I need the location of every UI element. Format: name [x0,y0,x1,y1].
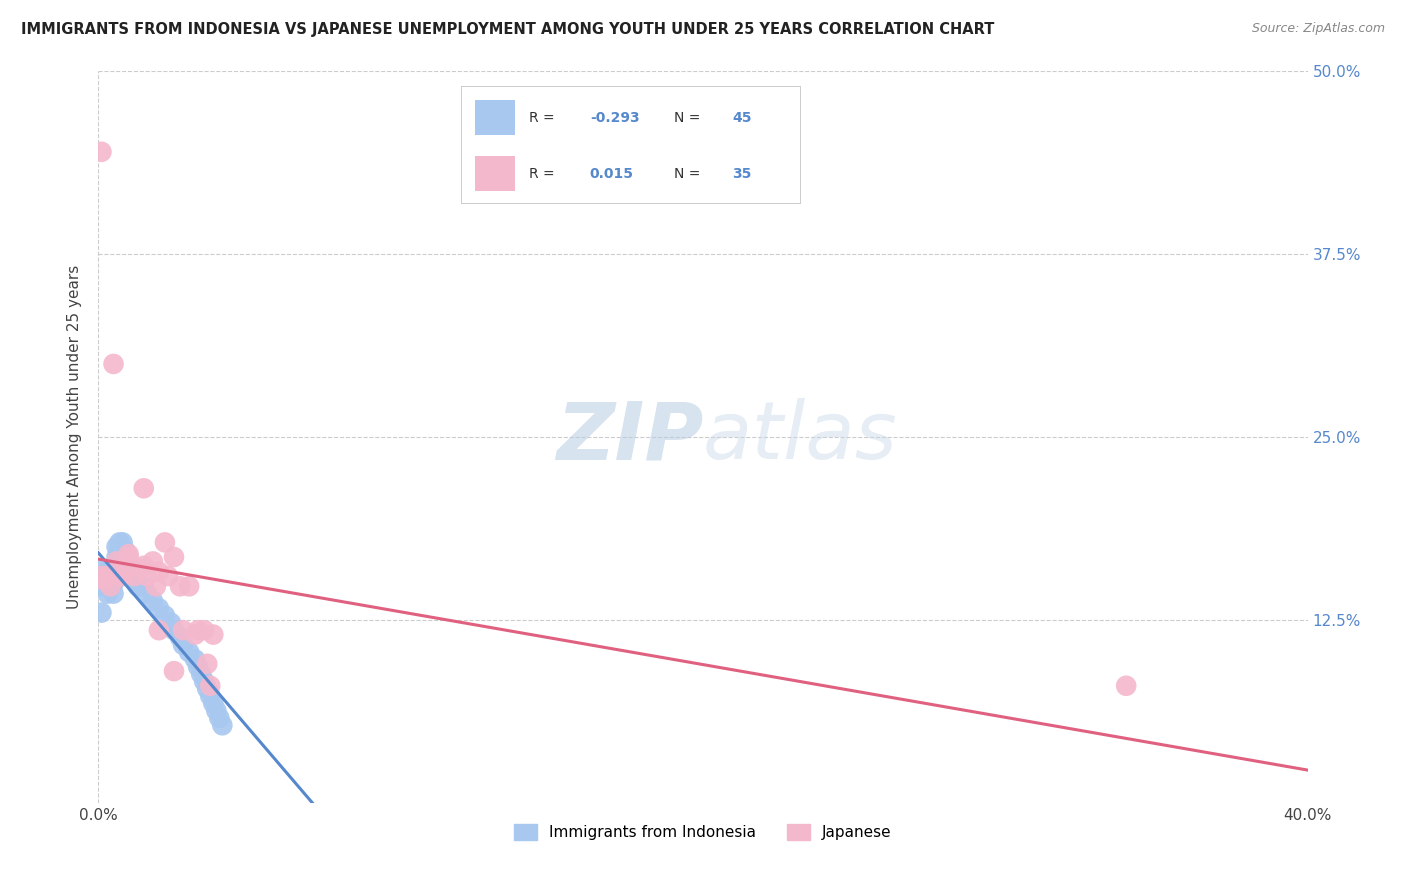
Point [124,569,146,583]
Point [103,357,125,371]
Point [96,586,118,600]
Point [169,631,191,645]
Text: IMMIGRANTS FROM INDONESIA VS JAPANESE UNEMPLOYMENT AMONG YOUTH UNDER 25 YEARS CO: IMMIGRANTS FROM INDONESIA VS JAPANESE UN… [21,22,994,37]
Point [205,704,228,718]
Point [163,623,186,637]
Point [145,579,167,593]
Point [103,586,125,600]
Point [153,535,176,549]
Point [187,659,209,673]
Point [100,579,122,593]
Point [100,579,122,593]
Point [90,569,112,583]
Point [105,549,128,564]
Point [93,569,115,583]
Text: ZIP: ZIP [555,398,703,476]
Point [121,565,143,579]
Point [114,544,136,558]
Point [127,579,149,593]
Point [93,574,115,588]
Point [93,562,115,576]
Point [90,145,112,159]
Point [90,569,112,583]
Legend: Immigrants from Indonesia, Japanese: Immigrants from Indonesia, Japanese [508,818,898,847]
Point [163,664,186,678]
Point [135,586,157,600]
Point [195,657,218,671]
Point [169,579,191,593]
Point [93,579,115,593]
Point [105,540,128,554]
Point [118,549,141,564]
Point [129,562,152,576]
Point [108,535,131,549]
Point [111,562,134,576]
Text: Source: ZipAtlas.com: Source: ZipAtlas.com [1251,22,1385,36]
Point [184,627,207,641]
Point [96,579,118,593]
Y-axis label: Unemployment Among Youth under 25 years: Unemployment Among Youth under 25 years [67,265,83,609]
Point [179,645,201,659]
Point [105,554,128,568]
Point [96,569,118,583]
Point [96,574,118,588]
Point [100,569,122,583]
Point [108,544,131,558]
Point [172,623,194,637]
Point [172,638,194,652]
Point [160,615,183,630]
Point [200,689,222,703]
Point [100,562,122,576]
Point [90,606,112,620]
Point [202,696,225,710]
Point [103,576,125,591]
Point [111,569,134,583]
Point [148,565,170,579]
Point [135,569,157,583]
Point [200,679,222,693]
Point [156,569,179,583]
Point [124,574,146,588]
Point [193,623,215,637]
Point [179,579,201,593]
Point [202,627,225,641]
Point [148,623,170,637]
Point [103,569,125,583]
Point [184,652,207,666]
Point [142,554,165,568]
Point [187,623,209,637]
Point [118,547,141,561]
Point [142,594,165,608]
Point [193,674,215,689]
Point [190,667,212,681]
Point [118,558,141,572]
Point [148,601,170,615]
Text: atlas: atlas [703,398,898,476]
Point [132,558,155,573]
Point [132,481,155,495]
Point [163,549,186,564]
Point [108,569,131,583]
Point [208,711,231,725]
Point [211,718,233,732]
Point [111,535,134,549]
Point [153,608,176,623]
Point [96,565,118,579]
Point [132,579,155,593]
Point [195,681,218,696]
Point [1115,679,1137,693]
